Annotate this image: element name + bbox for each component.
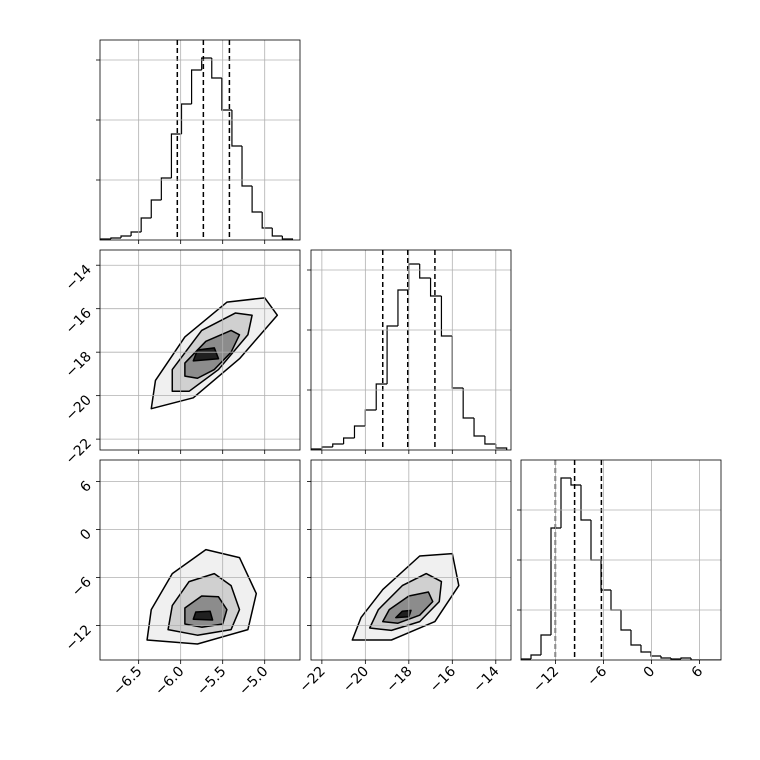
x-tick-label: −6.5 bbox=[110, 664, 145, 699]
histogram-bin bbox=[440, 296, 453, 337]
panel bbox=[96, 39, 301, 244]
panel-content bbox=[100, 250, 300, 450]
histogram-bin bbox=[580, 485, 591, 521]
histogram-bin bbox=[180, 103, 192, 134]
histogram-bin bbox=[231, 110, 243, 147]
x-tick-label: −14 bbox=[470, 663, 502, 695]
panel-frame bbox=[310, 459, 512, 661]
x-tick-label: 6 bbox=[689, 663, 707, 681]
histogram-bin bbox=[343, 437, 355, 444]
panel-frame bbox=[520, 459, 722, 661]
histogram-bin bbox=[484, 436, 496, 445]
histogram-bin bbox=[211, 58, 222, 79]
histogram-bin bbox=[375, 383, 388, 410]
x-tick-label: −18 bbox=[383, 664, 415, 696]
contour bbox=[395, 609, 412, 619]
histogram-bin bbox=[680, 657, 691, 659]
panel bbox=[307, 249, 512, 454]
x-tick-label: −16 bbox=[427, 663, 459, 695]
x-tick-label: −6 bbox=[584, 663, 610, 689]
histogram-bin bbox=[332, 443, 344, 447]
histogram-bin bbox=[251, 186, 263, 213]
histogram-bin bbox=[140, 217, 152, 232]
histogram-bin bbox=[130, 231, 142, 236]
histogram-bin bbox=[560, 477, 571, 528]
histogram-bin bbox=[311, 448, 322, 450]
panel-content bbox=[311, 250, 511, 450]
y-tick-label: 0 bbox=[77, 526, 95, 544]
contour bbox=[192, 347, 220, 362]
histogram-bin bbox=[530, 654, 541, 659]
panel-content bbox=[100, 460, 300, 660]
histogram-bin bbox=[473, 418, 485, 437]
panel-frame bbox=[310, 249, 512, 451]
y-tick-label: −6 bbox=[69, 574, 95, 600]
x-tick-label: −5.0 bbox=[236, 664, 271, 699]
y-tick-label: −12 bbox=[63, 622, 95, 654]
panel: −6.5 −6.0 −5.5 −5.0 −12 −6 0 6 bbox=[63, 459, 301, 699]
histogram-bin bbox=[190, 69, 202, 104]
histogram-bin bbox=[429, 278, 442, 297]
contour bbox=[192, 610, 214, 621]
y-tick-label: −20 bbox=[63, 392, 95, 424]
panel-content bbox=[311, 460, 511, 660]
histogram-bin bbox=[419, 264, 431, 279]
y-tick-label: −22 bbox=[63, 436, 95, 468]
histogram-bin bbox=[201, 57, 212, 70]
panel: −12 −6 0 6 bbox=[517, 459, 722, 696]
panel: −22 −20 −18 −16 −14 bbox=[296, 459, 512, 696]
x-tick-label: −20 bbox=[340, 664, 372, 696]
histogram-bin bbox=[150, 199, 162, 218]
x-tick-label: −22 bbox=[296, 664, 328, 696]
histogram-bin bbox=[462, 388, 475, 419]
histogram-bin bbox=[160, 177, 172, 200]
panel-frame bbox=[99, 459, 301, 661]
panel-content bbox=[100, 40, 300, 240]
histogram-bin bbox=[221, 78, 232, 111]
panel-frame bbox=[99, 249, 301, 451]
histogram-bin bbox=[261, 212, 273, 229]
x-tick-label: −5.5 bbox=[194, 664, 229, 699]
y-tick-label: −16 bbox=[63, 305, 95, 337]
x-tick-label: 0 bbox=[641, 664, 659, 682]
histogram-bin bbox=[620, 610, 631, 631]
x-tick-label: −6.0 bbox=[152, 664, 187, 699]
y-tick-label: 6 bbox=[77, 478, 95, 496]
x-tick-label: −12 bbox=[530, 664, 562, 696]
histogram-bin bbox=[540, 634, 551, 655]
histogram-bin bbox=[353, 425, 366, 438]
histogram-bin bbox=[640, 645, 651, 653]
histogram-bin bbox=[386, 325, 398, 384]
histogram-bin bbox=[170, 133, 182, 178]
y-tick-label: −18 bbox=[63, 349, 95, 381]
histogram-bin bbox=[271, 228, 283, 237]
panel-frame bbox=[99, 39, 301, 241]
histogram-bin bbox=[521, 658, 531, 660]
histogram-bin bbox=[110, 237, 122, 239]
histogram-bin bbox=[281, 236, 294, 240]
histogram-bin bbox=[120, 235, 132, 238]
histogram-bin bbox=[660, 656, 671, 659]
histogram-bin bbox=[550, 527, 561, 635]
panel-background bbox=[100, 40, 300, 240]
histogram-bin bbox=[397, 289, 409, 326]
contour bbox=[381, 591, 434, 624]
y-tick-label: −14 bbox=[63, 262, 95, 294]
histogram-bin bbox=[241, 146, 253, 187]
histogram-bin bbox=[690, 658, 701, 660]
histogram-bin bbox=[570, 478, 581, 486]
panel-background bbox=[311, 250, 511, 450]
histogram-bin bbox=[630, 630, 641, 646]
panel: −22 −20 −18 −16 −14 bbox=[63, 249, 301, 468]
histogram-bin bbox=[670, 658, 681, 660]
